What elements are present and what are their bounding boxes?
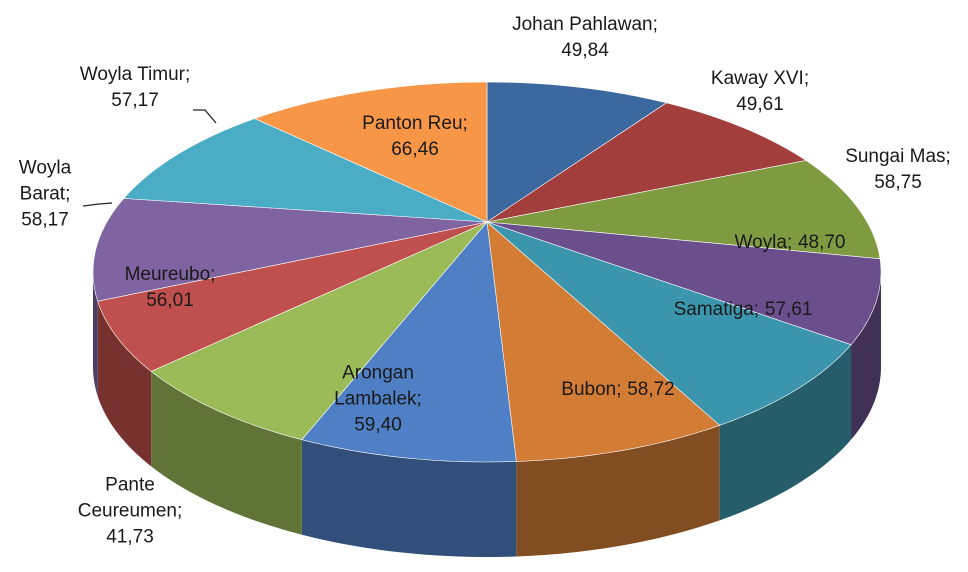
separator: ; — [416, 388, 422, 410]
value-label: 48,70 — [797, 231, 846, 253]
slice — [486, 221, 852, 426]
slice — [486, 81, 668, 223]
leader-line — [82, 202, 113, 207]
separator: ; — [616, 378, 622, 400]
slice — [123, 118, 488, 223]
data-label: Panton Reu; 66,46 — [315, 111, 515, 163]
slice — [486, 102, 807, 223]
slice — [253, 81, 488, 223]
separator: ; — [652, 13, 658, 35]
slice — [486, 160, 881, 260]
category-name: Woyla Barat — [18, 157, 72, 205]
category-name: Bubon — [561, 378, 617, 400]
separator: ; — [753, 298, 760, 320]
slice-side — [93, 272, 98, 397]
leader-line — [193, 109, 217, 124]
category-name: Woyla — [734, 231, 787, 253]
value-label: 58,75 — [874, 172, 922, 193]
slice — [92, 198, 488, 302]
data-label: Arongan Lambalek; 59,40 — [328, 361, 428, 440]
value-label: 58,72 — [627, 378, 675, 400]
separator: ; — [177, 500, 183, 522]
value-label: 59,40 — [354, 415, 402, 437]
separator: ; — [210, 263, 216, 285]
slice — [97, 221, 488, 372]
category-name: Samatiga — [673, 298, 754, 320]
category-name: Panton Reu — [362, 112, 463, 134]
category-name: Arongan Lambalek — [334, 362, 417, 410]
slice — [301, 221, 517, 463]
category-name: Woyla Timur — [79, 63, 185, 85]
separator: ; — [786, 231, 793, 253]
data-label: Pante Ceureumen; 41,73 — [75, 473, 185, 552]
data-label: Bubon; 58,72 — [508, 377, 728, 403]
category-name: Meureubo — [124, 263, 211, 285]
data-label: Sungai Mas; 58,75 — [798, 144, 968, 196]
slice-side — [151, 371, 302, 535]
value-label: 66,46 — [391, 139, 439, 160]
category-name: Pante Ceureumen — [77, 474, 177, 522]
data-label: Woyla; 48,70 — [680, 230, 900, 256]
slice — [486, 221, 882, 346]
value-label: 49,84 — [561, 40, 609, 61]
value-label: 58,17 — [21, 210, 69, 232]
separator: ; — [184, 63, 191, 85]
category-name: Sungai Mas — [845, 145, 946, 167]
slice-side — [301, 439, 517, 557]
slice-side — [97, 301, 152, 467]
data-label: Samatiga; 57,61 — [633, 297, 853, 323]
slice — [150, 221, 488, 441]
data-label: Woyla Timur; 57,17 — [35, 62, 235, 114]
separator: ; — [462, 112, 468, 134]
category-name: Kaway XVI — [710, 67, 804, 89]
slice-side — [719, 344, 852, 521]
value-label: 41,73 — [106, 527, 154, 549]
pie-tops — [92, 81, 882, 463]
data-label: Woyla Barat; 58,17 — [10, 156, 80, 235]
data-label: Kaway XVI; 49,61 — [660, 66, 860, 118]
slice — [486, 221, 721, 462]
separator: ; — [803, 67, 810, 89]
data-label: Johan Pahlawan; 49,84 — [455, 12, 715, 64]
separator: ; — [65, 183, 71, 205]
value-label: 57,61 — [764, 298, 813, 320]
separator: ; — [945, 145, 951, 167]
data-label: Meureubo; 56,01 — [70, 262, 270, 314]
slice-side — [851, 272, 881, 440]
value-label: 49,61 — [736, 94, 784, 115]
pie-sides — [93, 272, 881, 557]
value-label: 57,17 — [111, 90, 159, 111]
value-label: 56,01 — [146, 290, 194, 311]
category-name: Johan Pahlawan — [512, 13, 653, 35]
